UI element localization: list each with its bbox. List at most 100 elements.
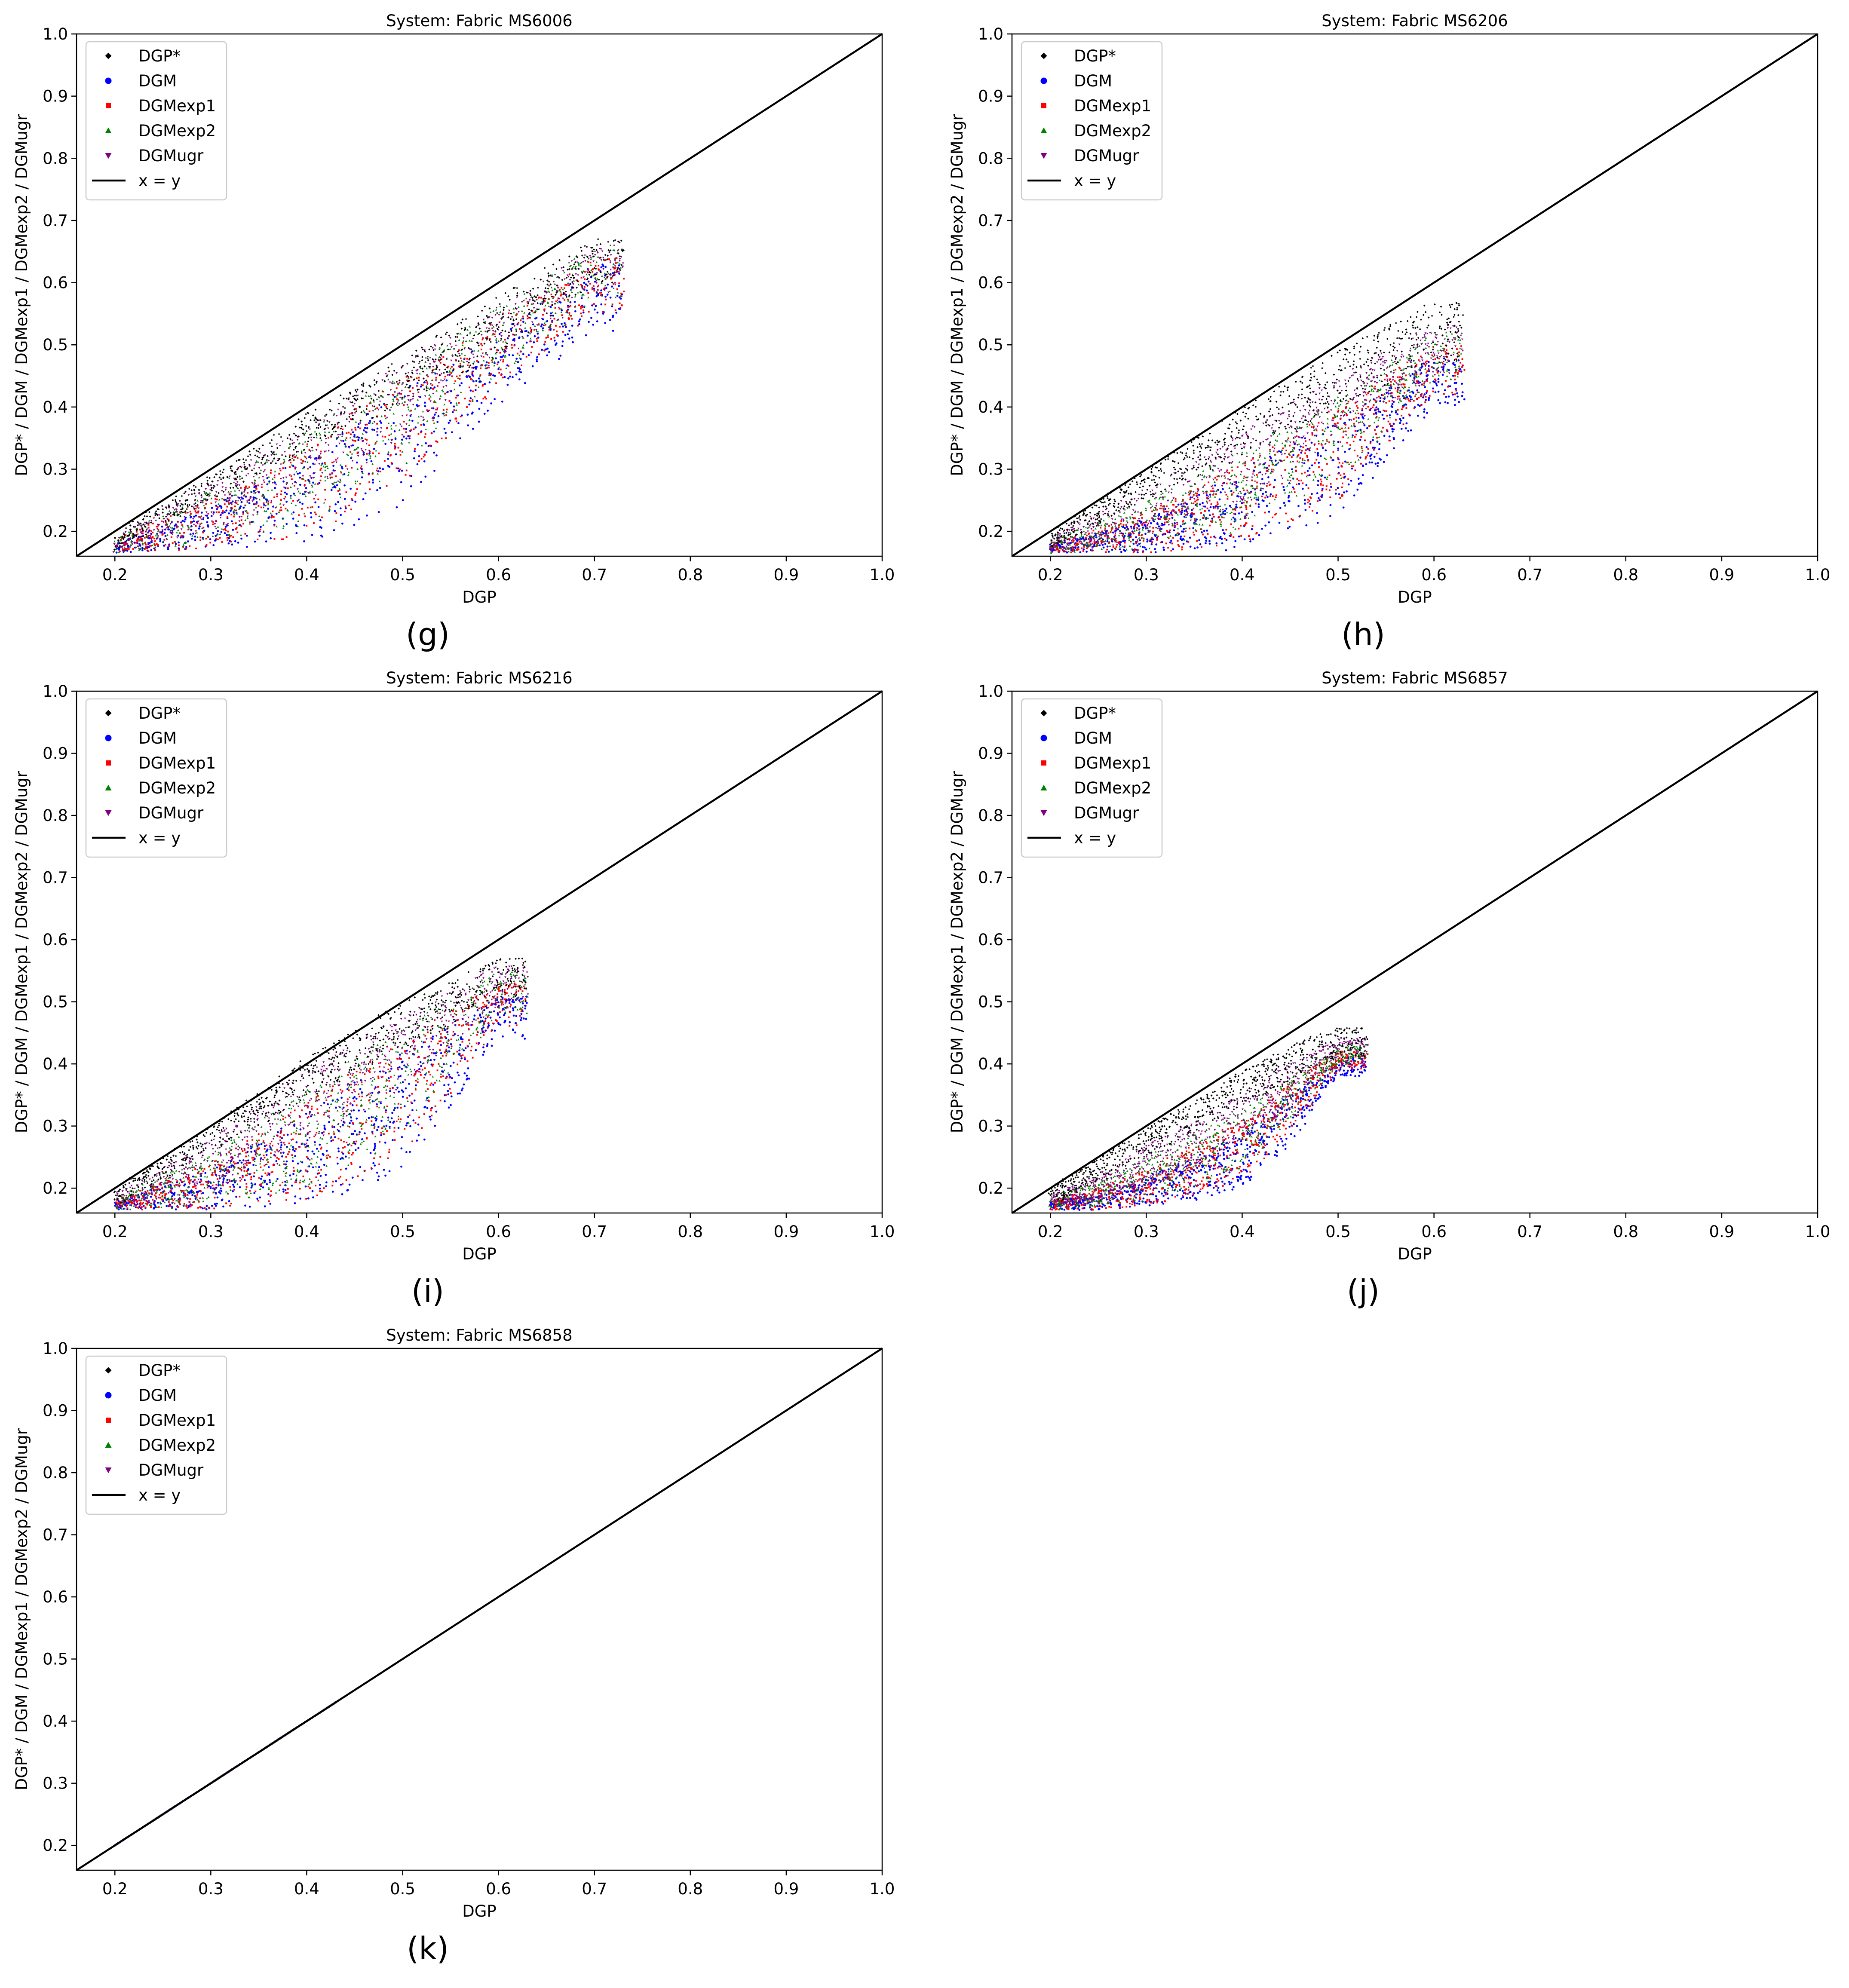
data-point — [1322, 484, 1324, 487]
data-point — [1215, 542, 1218, 545]
data-point — [210, 502, 212, 504]
data-point — [561, 314, 563, 316]
data-point — [510, 330, 512, 332]
data-point — [334, 486, 337, 489]
data-point — [270, 472, 272, 474]
data-point — [312, 414, 314, 417]
data-point — [423, 456, 425, 458]
data-point — [166, 538, 169, 540]
data-point — [210, 515, 213, 517]
data-point — [325, 424, 327, 426]
data-point — [274, 470, 276, 472]
data-point — [414, 448, 416, 450]
data-point — [193, 508, 196, 510]
data-point — [1344, 460, 1346, 463]
data-point — [587, 296, 589, 299]
data-point — [376, 423, 378, 425]
data-point — [258, 534, 261, 537]
data-point — [572, 283, 574, 285]
data-point — [455, 420, 457, 423]
data-point — [267, 503, 270, 505]
data-point — [535, 316, 538, 319]
data-point — [509, 375, 511, 378]
data-point — [376, 407, 378, 409]
data-point — [1386, 429, 1388, 431]
data-point — [490, 377, 492, 380]
data-point — [311, 447, 313, 449]
data-point — [553, 288, 556, 290]
data-point — [1426, 370, 1429, 372]
data-point — [118, 548, 120, 551]
data-point — [225, 499, 228, 501]
data-point — [144, 515, 146, 518]
data-point — [1257, 499, 1260, 501]
data-point — [577, 263, 580, 265]
data-point — [420, 432, 422, 434]
data-point — [498, 314, 500, 316]
data-point — [280, 490, 282, 492]
data-point — [555, 294, 557, 296]
data-point — [285, 508, 287, 510]
data-point — [411, 370, 414, 372]
data-point — [120, 536, 123, 538]
data-point — [285, 496, 286, 498]
data-point — [435, 368, 438, 371]
data-point — [467, 365, 469, 367]
data-point — [193, 489, 196, 492]
data-point — [235, 478, 238, 481]
data-point — [1342, 506, 1345, 509]
data-point — [570, 289, 572, 291]
data-point — [494, 346, 496, 349]
data-point — [1326, 439, 1328, 441]
data-point — [561, 345, 564, 347]
data-point — [601, 275, 603, 277]
data-point — [408, 437, 411, 440]
y-tick-label: 0.7 — [43, 211, 68, 230]
data-point — [1157, 535, 1159, 537]
data-point — [1245, 517, 1247, 519]
data-point — [334, 426, 336, 428]
data-point — [607, 291, 610, 294]
data-point — [324, 415, 326, 417]
data-point — [1304, 452, 1306, 454]
data-point — [1259, 455, 1261, 457]
data-point — [237, 542, 239, 544]
data-point — [191, 493, 193, 495]
data-point — [331, 462, 333, 463]
legend-marker — [105, 77, 112, 84]
data-point — [530, 331, 532, 334]
data-point — [205, 498, 207, 500]
data-point — [113, 548, 116, 551]
data-point — [189, 514, 191, 516]
data-point — [156, 543, 158, 545]
data-point — [157, 535, 159, 537]
data-point — [590, 257, 592, 259]
data-point — [119, 545, 121, 548]
data-point — [251, 521, 253, 523]
data-point — [612, 316, 614, 319]
data-point — [1190, 509, 1193, 511]
data-point — [529, 340, 531, 343]
data-point — [1402, 423, 1404, 426]
data-point — [471, 372, 473, 374]
data-point — [1463, 369, 1466, 371]
data-point — [1186, 540, 1188, 542]
data-point — [503, 306, 505, 309]
data-point — [542, 302, 544, 304]
data-point — [416, 405, 419, 407]
scatter-points — [1049, 302, 1466, 554]
data-point — [465, 371, 467, 373]
data-point — [493, 365, 496, 367]
data-point — [476, 341, 478, 343]
data-point — [425, 379, 427, 382]
data-point — [212, 544, 215, 546]
data-point — [604, 278, 607, 280]
data-point — [392, 400, 395, 402]
data-point — [391, 374, 394, 376]
data-point — [583, 257, 586, 259]
data-point — [1357, 459, 1360, 461]
data-point — [502, 340, 504, 343]
data-point — [1140, 521, 1143, 523]
data-point — [1243, 502, 1245, 504]
data-point — [396, 467, 398, 469]
